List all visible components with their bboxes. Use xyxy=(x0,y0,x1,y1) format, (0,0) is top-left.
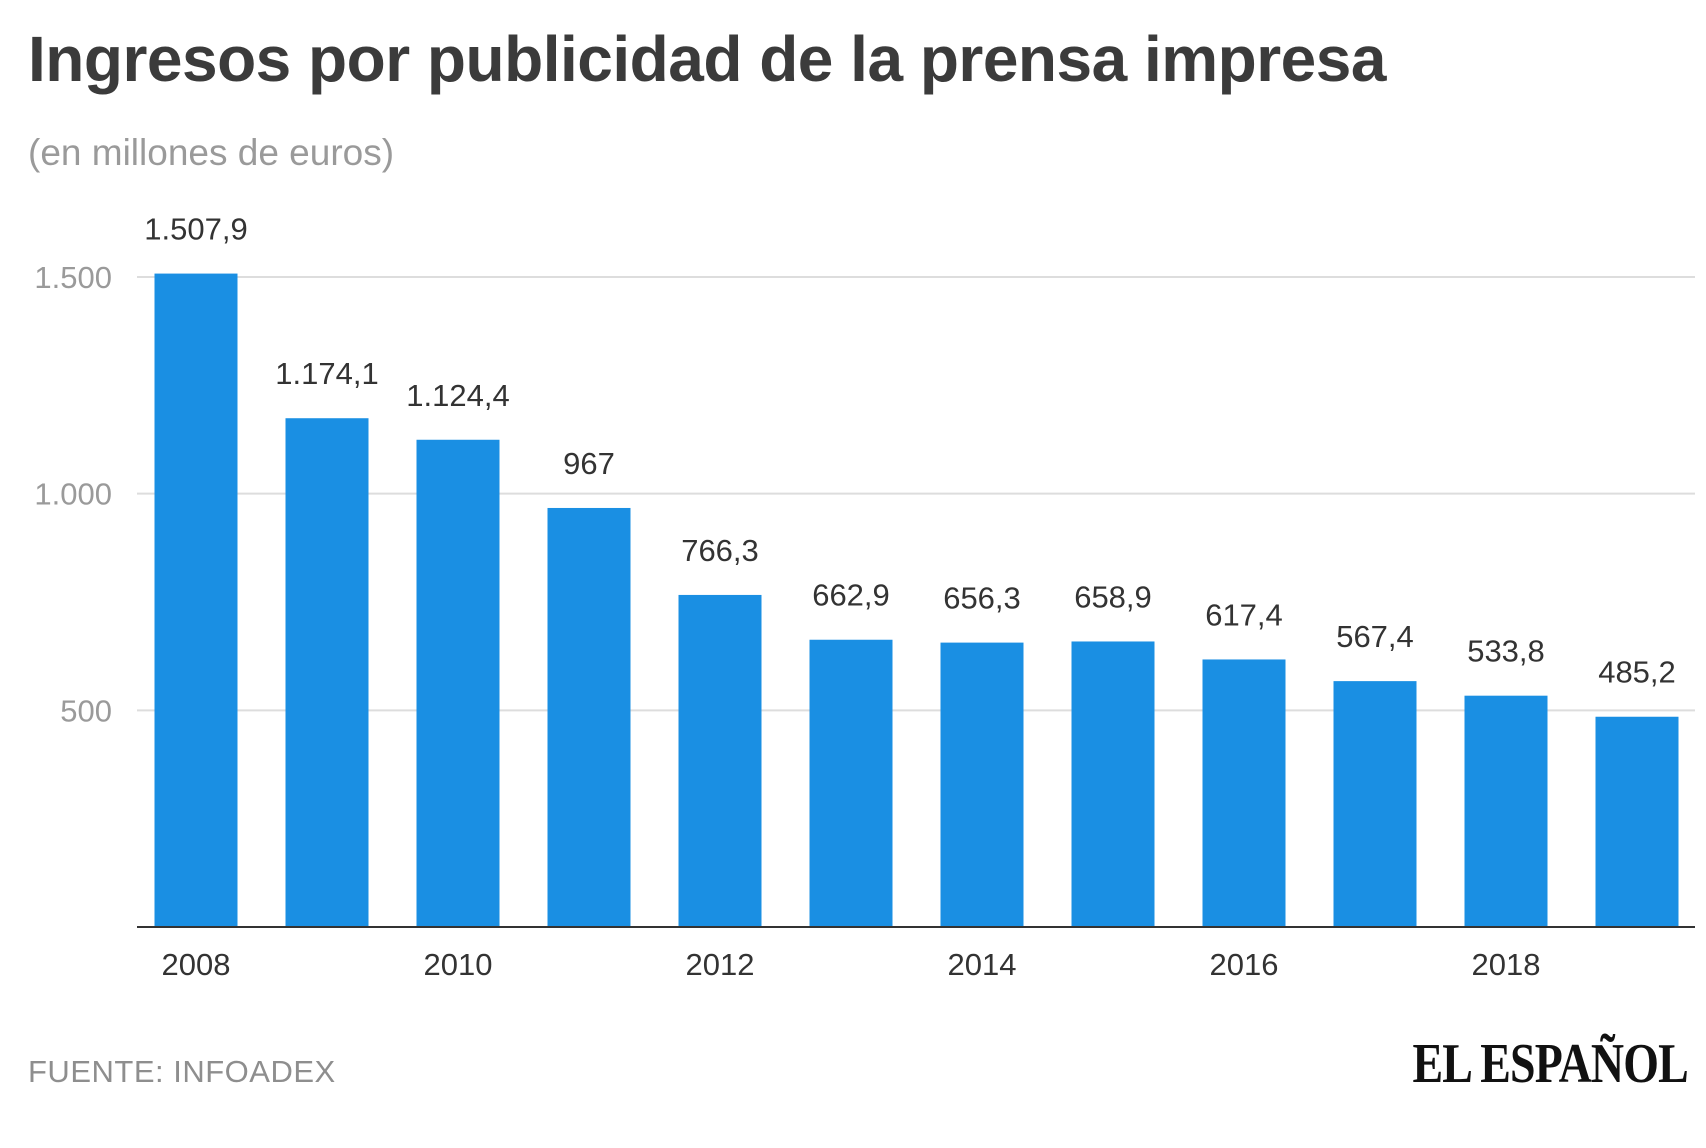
bar-2015 xyxy=(1071,641,1155,927)
data-label-2014: 656,3 xyxy=(943,581,1021,616)
x-tick-label-2008: 2008 xyxy=(162,947,231,982)
bars xyxy=(154,273,1679,927)
publisher-logo: EL ESPAÑOL xyxy=(1412,1033,1689,1095)
x-axis-tick-labels: 2008 2010 2012 2014 2016 2018 xyxy=(162,947,1541,982)
x-tick-label-2012: 2012 xyxy=(686,947,755,982)
data-label-2015: 658,9 xyxy=(1074,579,1152,614)
bar-2018 xyxy=(1464,695,1548,927)
bar-2017 xyxy=(1333,681,1417,927)
x-tick-label-2014: 2014 xyxy=(948,947,1017,982)
x-tick-label-2018: 2018 xyxy=(1472,947,1541,982)
bar-2016 xyxy=(1202,659,1286,927)
data-labels: 1.507,9 1.174,1 1.124,4 967 766,3 662,9 656,3 6… xyxy=(144,212,1676,690)
source-note: FUENTE: INFOADEX xyxy=(28,1054,336,1089)
data-label-2012: 766,3 xyxy=(681,533,759,568)
data-label-2009: 1.174,1 xyxy=(275,356,378,391)
y-axis-tick-labels: 500 1.000 1.500 xyxy=(34,260,112,728)
bar-2012 xyxy=(678,594,762,927)
bar-2010 xyxy=(416,439,500,927)
data-label-2008: 1.507,9 xyxy=(144,212,247,247)
chart-title: Ingresos por publicidad de la prensa imp… xyxy=(28,23,1386,95)
chart-subtitle: (en millones de euros) xyxy=(28,132,395,173)
bar-2013 xyxy=(809,639,893,927)
data-label-2010: 1.124,4 xyxy=(406,378,509,413)
data-label-2017: 567,4 xyxy=(1336,619,1414,654)
y-tick-label-1000: 1.000 xyxy=(34,477,112,512)
data-label-2019: 485,2 xyxy=(1598,655,1676,690)
bar-2008 xyxy=(154,273,238,927)
bar-2009 xyxy=(285,418,369,927)
y-tick-label-1500: 1.500 xyxy=(34,260,112,295)
bar-2014 xyxy=(940,642,1024,927)
data-label-2018: 533,8 xyxy=(1467,634,1545,669)
bar-2019 xyxy=(1595,716,1679,927)
y-tick-label-500: 500 xyxy=(60,693,112,728)
gridlines xyxy=(137,276,1695,712)
x-tick-label-2010: 2010 xyxy=(424,947,493,982)
x-tick-label-2016: 2016 xyxy=(1210,947,1279,982)
data-label-2013: 662,9 xyxy=(812,578,890,613)
bar-2011 xyxy=(547,507,631,927)
data-label-2011: 967 xyxy=(563,446,615,481)
data-label-2016: 617,4 xyxy=(1205,597,1283,632)
